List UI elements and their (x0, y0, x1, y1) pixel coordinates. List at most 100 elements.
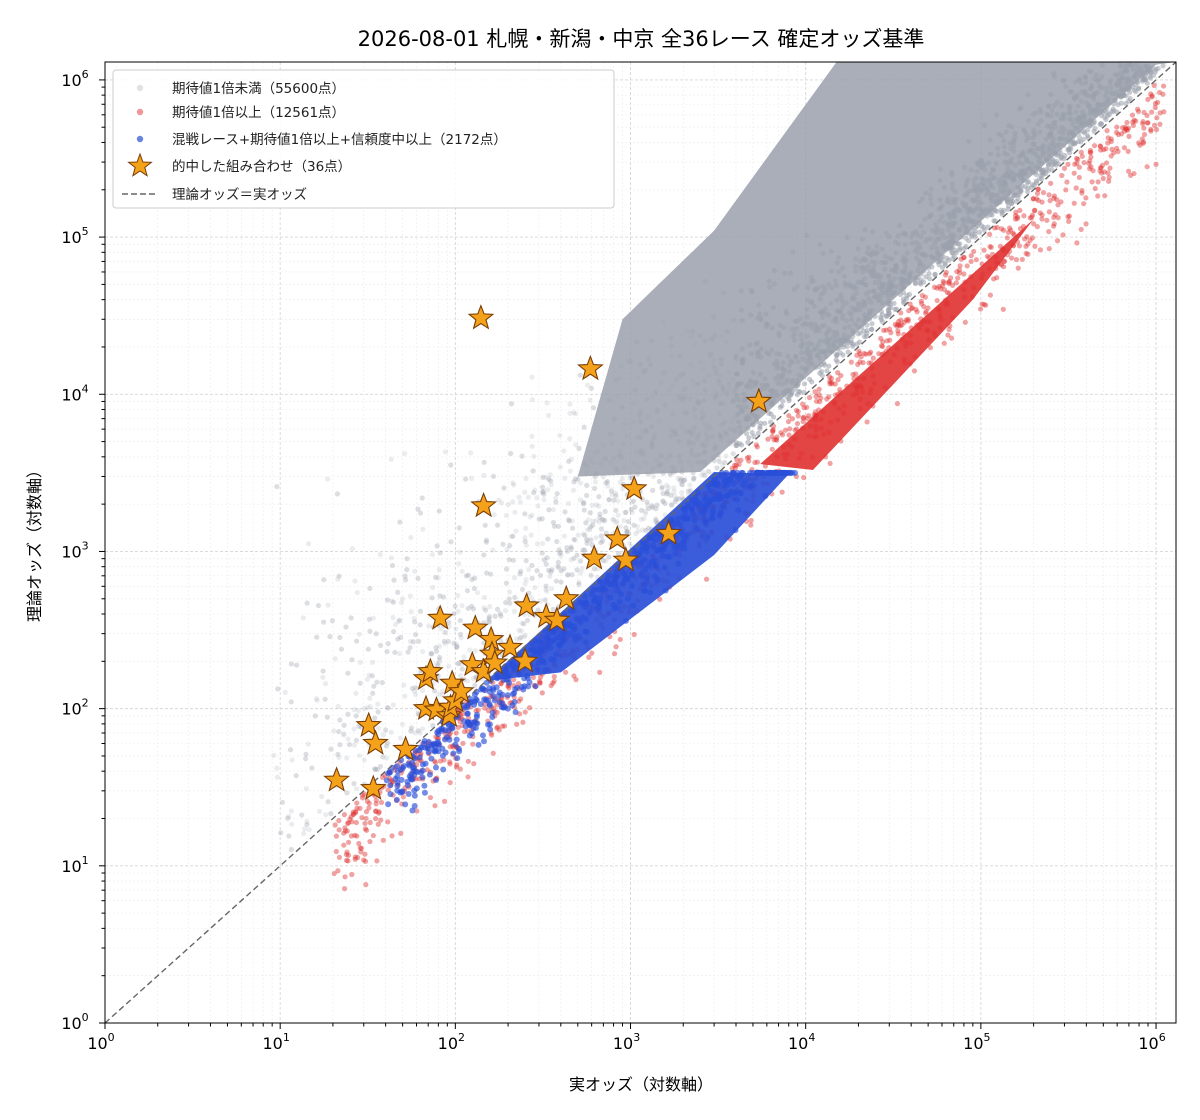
grey-point (354, 589, 360, 596)
grey-point (587, 510, 593, 516)
red-point (1030, 196, 1036, 202)
grey-point (1033, 180, 1040, 186)
red-point (826, 429, 832, 436)
grey-point (572, 476, 578, 482)
red-point (925, 305, 931, 311)
blue-point (740, 481, 747, 488)
grey-point (429, 551, 436, 558)
grey-point (600, 557, 607, 564)
grey-point (527, 514, 533, 520)
grey-point (501, 485, 507, 491)
blue-point (411, 792, 418, 799)
grey-point (581, 507, 587, 513)
blue-point (614, 573, 621, 580)
grey-point (566, 518, 572, 524)
grey-point (351, 707, 357, 713)
grey-point (481, 594, 488, 600)
grey-point (322, 681, 329, 687)
grey-point (588, 572, 594, 578)
blue-point (715, 481, 722, 488)
red-point (1105, 140, 1111, 146)
blue-point (482, 697, 489, 704)
red-point (844, 383, 850, 389)
grey-point (614, 518, 620, 524)
red-point (905, 318, 911, 324)
red-point (980, 271, 986, 277)
grey-point (388, 555, 394, 561)
grey-point (584, 537, 590, 543)
grey-point (513, 636, 519, 642)
grey-point (923, 274, 929, 280)
grey-point (555, 564, 562, 570)
grey-point (571, 536, 577, 543)
grey-point (366, 672, 372, 678)
grey-point (510, 480, 516, 486)
grey-point (531, 453, 537, 460)
red-point (501, 723, 508, 729)
blue-point (713, 496, 720, 503)
grey-point (645, 525, 652, 531)
blue-point (565, 630, 572, 637)
red-point (357, 845, 363, 851)
red-point (837, 386, 843, 393)
grey-point (522, 489, 528, 495)
blue-point (527, 646, 534, 653)
x-tick-label: 104 (788, 1031, 815, 1053)
grey-point (535, 607, 541, 613)
red-point (1076, 164, 1082, 170)
blue-point (629, 583, 636, 590)
grey-point (519, 620, 525, 626)
grey-point (415, 506, 421, 512)
grey-point (604, 479, 611, 485)
grey-point (369, 659, 376, 665)
grey-point (522, 538, 528, 544)
red-point (949, 282, 956, 288)
grey-point (482, 522, 488, 528)
grey-point (613, 493, 619, 499)
grey-point (531, 490, 537, 496)
grey-point (564, 545, 570, 551)
grey-point (690, 476, 697, 482)
grey-point (415, 575, 421, 581)
blue-point (450, 750, 457, 757)
red-point (908, 325, 914, 331)
blue-point (770, 469, 777, 476)
grey-point (593, 535, 599, 541)
grey-point (869, 326, 875, 332)
grey-point (519, 586, 526, 593)
red-point (1046, 246, 1052, 252)
grey-point (286, 813, 292, 819)
grey-point (629, 509, 635, 515)
red-point (441, 798, 448, 804)
blue-point (642, 566, 649, 573)
grey-point (369, 673, 375, 679)
grey-point (528, 595, 534, 601)
grey-point (321, 577, 327, 583)
grey-point (353, 786, 360, 792)
grey-point (575, 476, 581, 482)
grey-point (442, 629, 448, 636)
red-point (774, 434, 780, 440)
grey-point (1098, 120, 1104, 127)
grey-point (408, 534, 414, 541)
grey-point (794, 392, 800, 398)
red-point (971, 285, 977, 291)
grey-point (1030, 182, 1036, 188)
blue-point (588, 591, 595, 598)
blue-point (495, 692, 502, 699)
red-point (932, 333, 938, 339)
red-point (470, 741, 476, 747)
grey-point (1127, 89, 1133, 95)
blue-point (582, 604, 589, 611)
red-point (1021, 213, 1027, 219)
red-point (934, 297, 940, 304)
blue-point (393, 796, 400, 803)
grey-point (555, 563, 561, 569)
grey-point (610, 516, 616, 523)
grey-point (570, 487, 577, 493)
grey-point (435, 662, 441, 669)
red-point (1157, 110, 1163, 116)
grey-point (345, 736, 351, 742)
grey-point (288, 808, 295, 814)
red-point (782, 456, 789, 462)
